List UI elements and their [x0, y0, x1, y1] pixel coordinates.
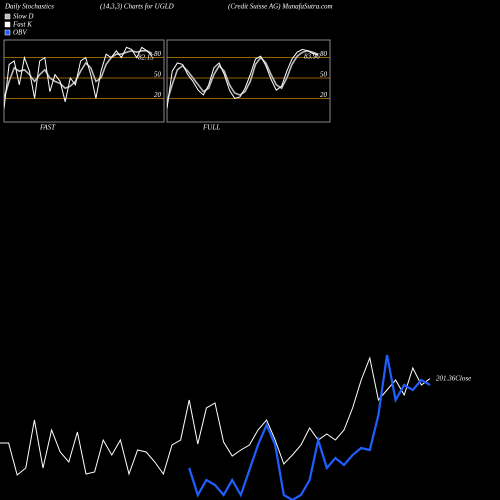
- y-tick-label: 50: [320, 71, 328, 79]
- source: (Credit Suisse AG) MunafaSutra.com: [228, 3, 333, 11]
- close-name: Close: [455, 374, 471, 382]
- subtitle: (14,3,3) Charts for UGLD: [100, 3, 174, 11]
- price-line: [0, 356, 431, 476]
- title: Daily Stochastics: [4, 3, 54, 11]
- legend-swatch: [4, 13, 11, 20]
- plot: [167, 48, 319, 109]
- stoch-line: [4, 46, 153, 109]
- legend-label: Fast K: [12, 21, 32, 29]
- panel: [166, 39, 331, 123]
- legend-label: OBV: [13, 29, 27, 37]
- y-tick-label: 20: [320, 91, 328, 99]
- panel-label: FULL: [202, 124, 220, 132]
- obv-line: [188, 354, 431, 500]
- close-label: 201.36Close: [436, 374, 471, 382]
- plot: [4, 46, 153, 109]
- panel: [3, 39, 165, 123]
- legend-swatch: [4, 21, 11, 28]
- y-tick-label: 50: [154, 71, 162, 79]
- y-tick-label: 80: [154, 50, 162, 58]
- stoch-line: [167, 48, 319, 109]
- last-value-label: 82.15: [138, 54, 154, 62]
- legend-label: Slow D: [13, 13, 33, 21]
- y-tick-label: 20: [154, 91, 162, 99]
- stoch-line: [4, 49, 153, 99]
- close-value: 201.36: [436, 374, 456, 382]
- last-value-label: 83.96: [304, 53, 320, 61]
- panel-label: FAST: [39, 124, 56, 132]
- legend-swatch: [4, 29, 11, 36]
- y-tick-label: 80: [320, 50, 328, 58]
